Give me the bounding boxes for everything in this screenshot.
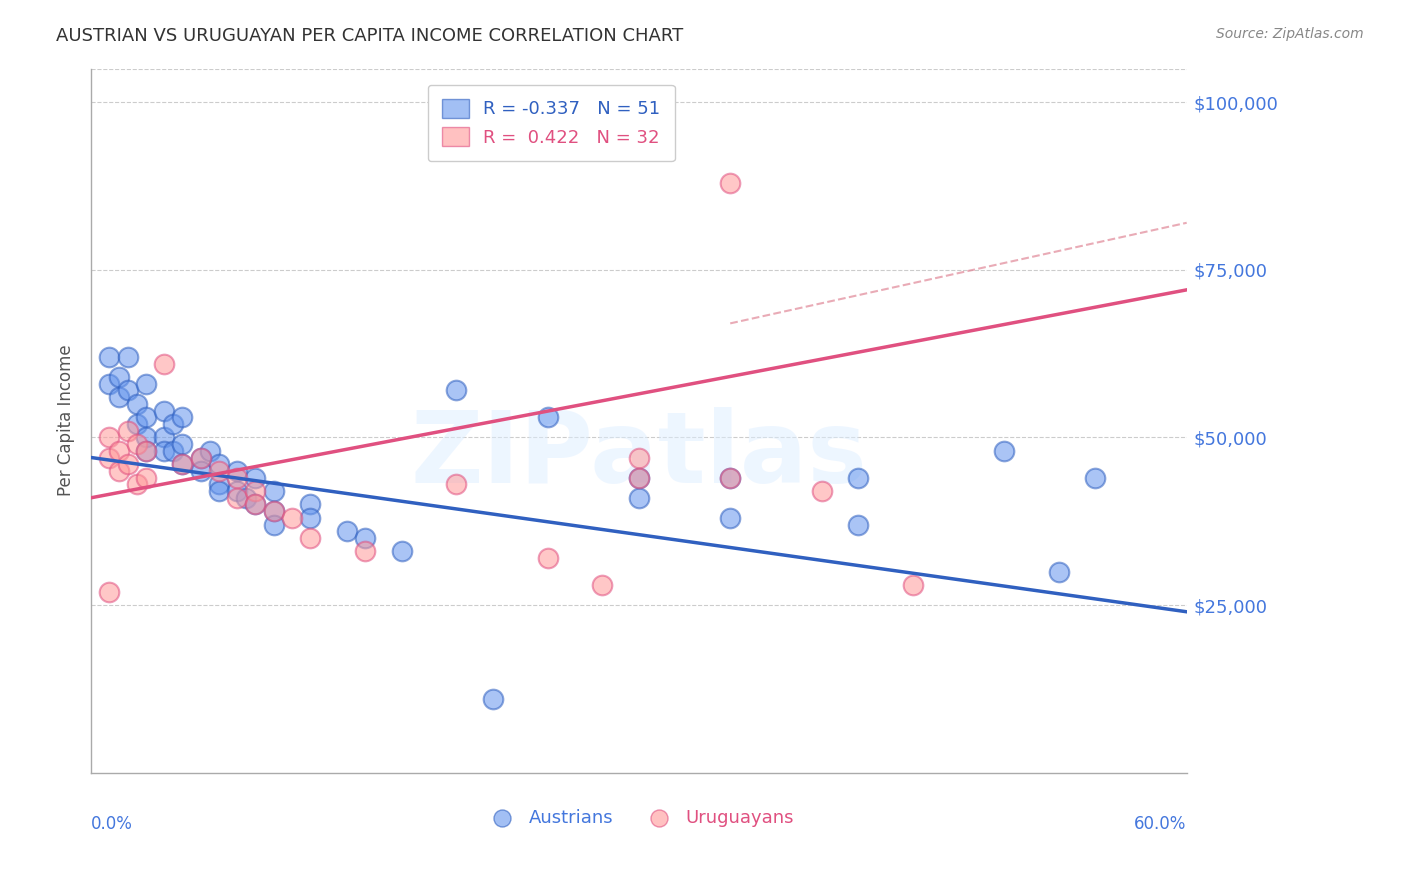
Y-axis label: Per Capita Income: Per Capita Income [58,345,75,497]
Text: 60.0%: 60.0% [1135,815,1187,833]
Point [1047,565,1070,579]
Point [107,464,129,478]
Point [153,403,176,417]
Point [810,484,832,499]
Point [901,578,924,592]
Point [125,477,148,491]
Point [162,443,184,458]
Point [993,443,1015,458]
Point [718,511,741,525]
Point [263,517,285,532]
Point [226,491,249,505]
Point [391,544,413,558]
Point [718,176,741,190]
Point [245,498,267,512]
Point [354,544,377,558]
Point [226,484,249,499]
Text: 0.0%: 0.0% [91,815,134,833]
Point [536,551,558,566]
Point [591,578,613,592]
Point [162,417,184,431]
Point [172,457,194,471]
Point [299,498,322,512]
Point [135,430,157,444]
Point [245,484,267,499]
Point [190,450,212,465]
Point [718,470,741,484]
Point [263,484,285,499]
Point [135,443,157,458]
Point [281,511,304,525]
Point [482,692,505,706]
Point [208,484,231,499]
Point [117,384,139,398]
Text: ZIPatlas: ZIPatlas [411,408,868,504]
Point [354,531,377,545]
Point [190,464,212,478]
Text: AUSTRIAN VS URUGUAYAN PER CAPITA INCOME CORRELATION CHART: AUSTRIAN VS URUGUAYAN PER CAPITA INCOME … [56,27,683,45]
Point [846,517,869,532]
Point [1084,470,1107,484]
Point [627,450,650,465]
Point [245,498,267,512]
Point [153,430,176,444]
Point [263,504,285,518]
Point [208,457,231,471]
Point [172,437,194,451]
Point [299,531,322,545]
Point [299,511,322,525]
Point [98,584,121,599]
Point [536,410,558,425]
Point [226,470,249,484]
Point [98,430,121,444]
Point [107,370,129,384]
Point [718,470,741,484]
Point [135,470,157,484]
Point [172,457,194,471]
Point [446,477,468,491]
Point [117,457,139,471]
Point [125,417,148,431]
Point [107,390,129,404]
Legend: Austrians, Uruguayans: Austrians, Uruguayans [477,802,801,834]
Point [98,350,121,364]
Point [208,477,231,491]
Point [135,443,157,458]
Point [627,470,650,484]
Point [135,410,157,425]
Point [627,470,650,484]
Point [125,397,148,411]
Point [117,350,139,364]
Point [263,504,285,518]
Point [245,470,267,484]
Point [153,357,176,371]
Point [190,450,212,465]
Point [153,443,176,458]
Point [125,437,148,451]
Point [208,464,231,478]
Point [107,443,129,458]
Point [446,384,468,398]
Point [135,376,157,391]
Point [98,376,121,391]
Point [198,443,221,458]
Point [98,450,121,465]
Text: Source: ZipAtlas.com: Source: ZipAtlas.com [1216,27,1364,41]
Point [336,524,359,539]
Point [846,470,869,484]
Point [235,491,257,505]
Point [226,464,249,478]
Point [172,410,194,425]
Point [117,424,139,438]
Point [627,491,650,505]
